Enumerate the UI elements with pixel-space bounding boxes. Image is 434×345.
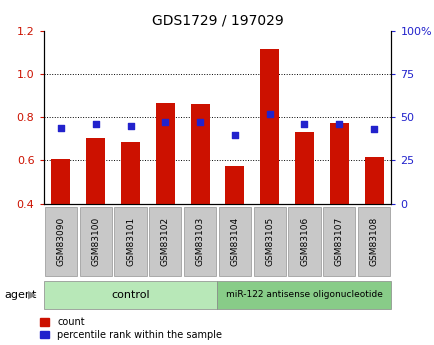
Bar: [329, 123, 348, 204]
Bar: [121, 142, 140, 204]
Text: GSM83106: GSM83106: [299, 217, 308, 266]
Point: [231, 132, 238, 137]
Text: GSM83104: GSM83104: [230, 217, 239, 266]
Text: control: control: [111, 290, 149, 300]
Bar: [51, 159, 70, 204]
Point: [161, 120, 168, 125]
Text: GSM83108: GSM83108: [369, 217, 378, 266]
Bar: [294, 132, 313, 204]
Text: agent: agent: [4, 290, 36, 300]
Text: GSM83105: GSM83105: [265, 217, 273, 266]
Text: miR-122 antisense oligonucleotide: miR-122 antisense oligonucleotide: [226, 290, 382, 299]
Text: GSM83090: GSM83090: [56, 217, 65, 266]
Point: [335, 121, 342, 127]
Text: ▶: ▶: [28, 290, 37, 300]
Legend: count, percentile rank within the sample: count, percentile rank within the sample: [39, 317, 222, 340]
Bar: [86, 138, 105, 204]
Point: [300, 121, 307, 127]
Bar: [190, 104, 209, 204]
Bar: [155, 103, 174, 204]
Point: [92, 121, 99, 127]
Text: GSM83102: GSM83102: [161, 217, 169, 266]
Bar: [364, 157, 383, 204]
Point: [266, 111, 273, 117]
Bar: [260, 49, 279, 204]
Text: GSM83107: GSM83107: [334, 217, 343, 266]
Text: GSM83101: GSM83101: [126, 217, 135, 266]
Text: GSM83100: GSM83100: [91, 217, 100, 266]
Point: [370, 127, 377, 132]
Point: [196, 120, 203, 125]
Point: [57, 125, 64, 130]
Text: GSM83103: GSM83103: [195, 217, 204, 266]
Text: GDS1729 / 197029: GDS1729 / 197029: [151, 14, 283, 28]
Point: [127, 123, 134, 129]
Bar: [225, 166, 244, 204]
